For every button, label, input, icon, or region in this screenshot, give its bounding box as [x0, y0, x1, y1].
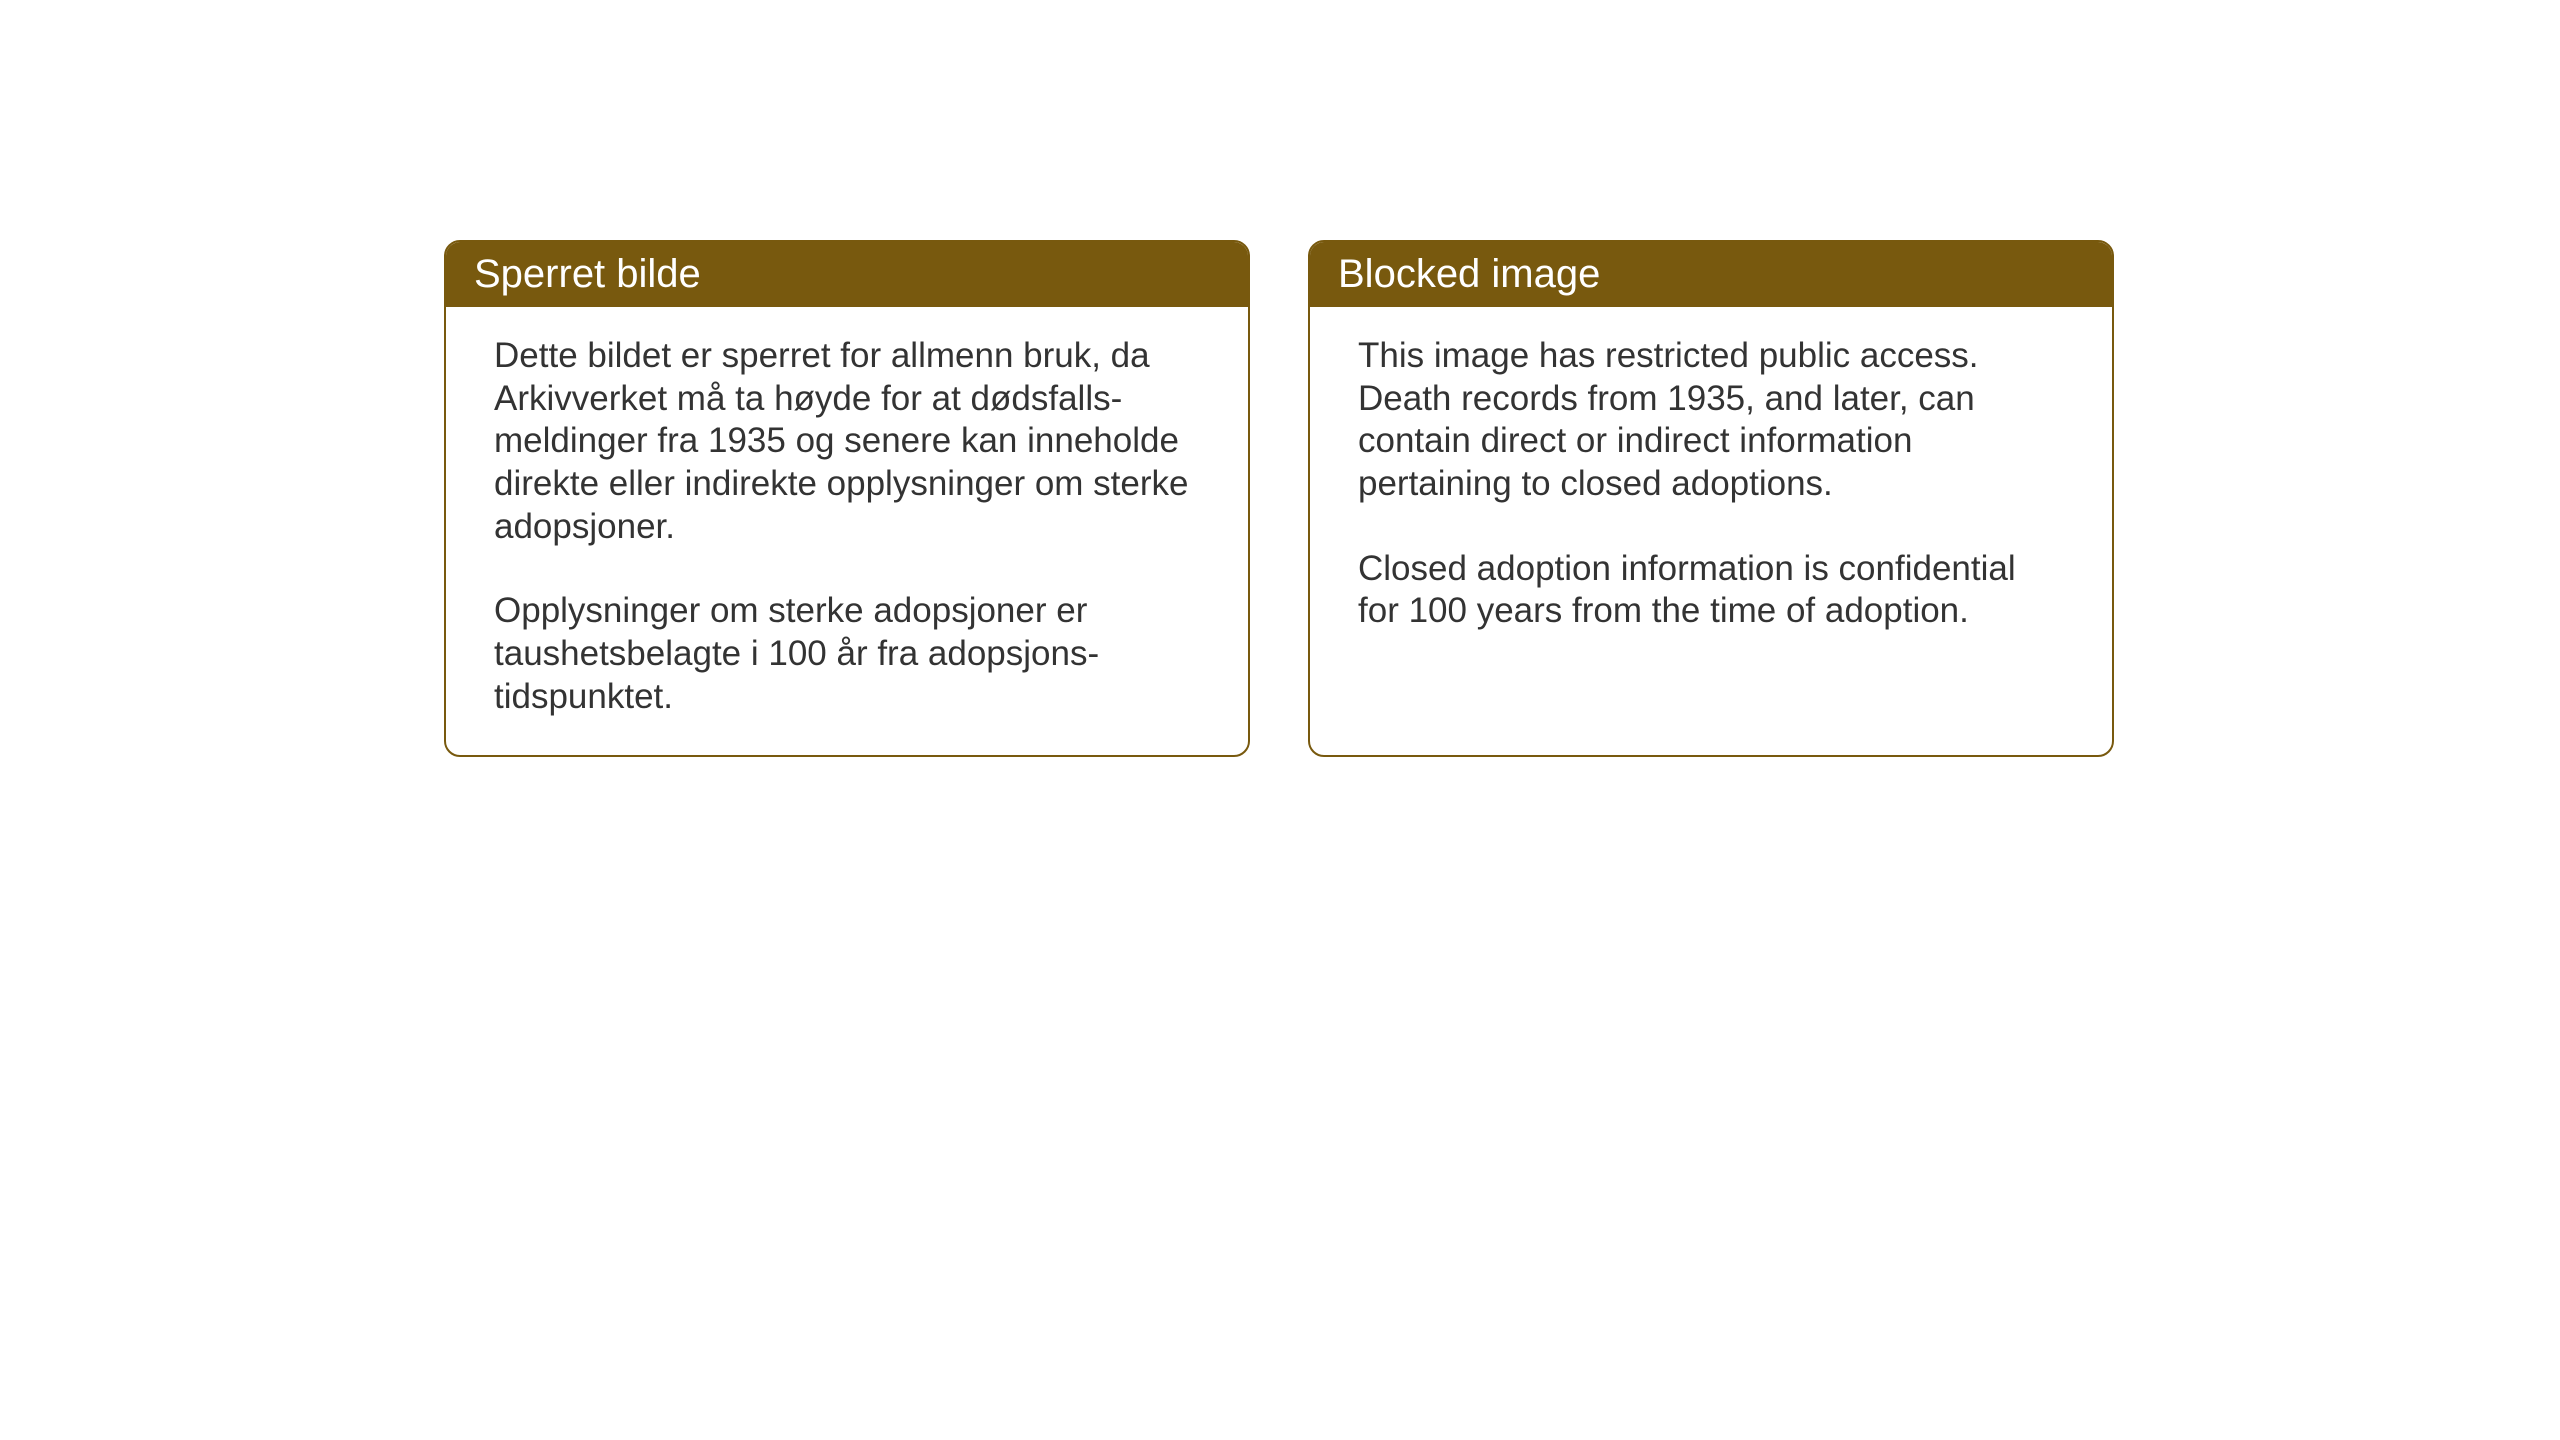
card-title-norwegian: Sperret bilde	[474, 252, 701, 296]
card-paragraph-2-norwegian: Opplysninger om sterke adopsjoner er tau…	[494, 590, 1200, 718]
card-body-english: This image has restricted public access.…	[1310, 307, 2112, 707]
card-header-english: Blocked image	[1310, 242, 2112, 307]
notice-cards-container: Sperret bilde Dette bildet er sperret fo…	[444, 240, 2114, 757]
notice-card-english: Blocked image This image has restricted …	[1308, 240, 2114, 757]
card-paragraph-1-norwegian: Dette bildet er sperret for allmenn bruk…	[494, 335, 1200, 548]
card-paragraph-2-english: Closed adoption information is confident…	[1358, 548, 2064, 633]
card-title-english: Blocked image	[1338, 252, 1600, 296]
card-header-norwegian: Sperret bilde	[446, 242, 1248, 307]
notice-card-norwegian: Sperret bilde Dette bildet er sperret fo…	[444, 240, 1250, 757]
card-paragraph-1-english: This image has restricted public access.…	[1358, 335, 2064, 506]
card-body-norwegian: Dette bildet er sperret for allmenn bruk…	[446, 307, 1248, 755]
